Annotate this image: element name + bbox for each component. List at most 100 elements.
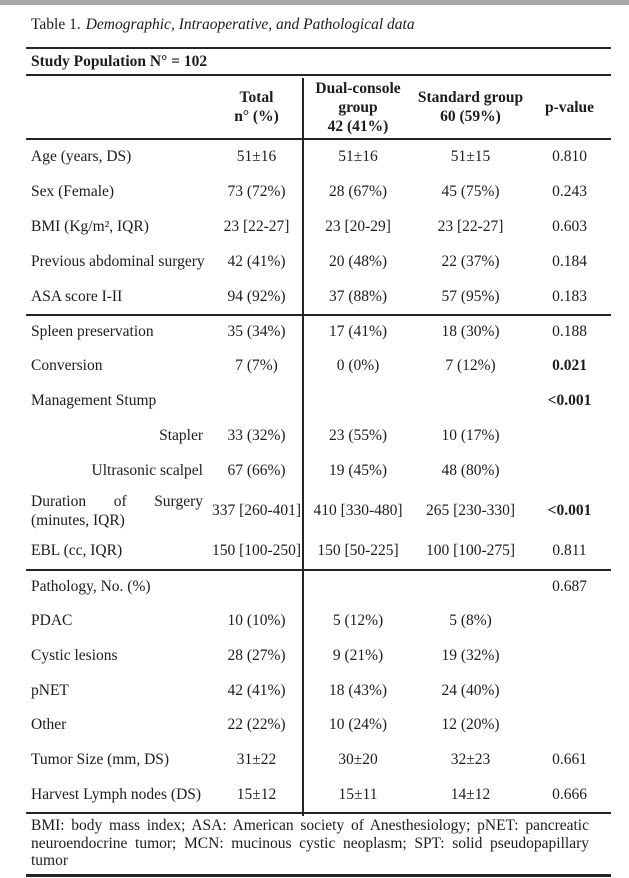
cell-pvalue: 0.687 (552, 578, 587, 596)
cell-dual: 5 (12%) (332, 611, 384, 629)
cell-dual: 9 (21%) (332, 646, 384, 664)
row-label: EBL (cc, IQR) (31, 542, 123, 560)
row-label: Ultrasonic scalpel (91, 461, 203, 479)
column-header-pvalue: p-value (544, 98, 595, 116)
cell-total: 15±12 (236, 785, 277, 803)
cell-dual: 0 (0%) (336, 357, 380, 375)
row-label: BMI (Kg/m², IQR) (31, 217, 149, 235)
cell-dual: 23 (55%) (328, 426, 388, 444)
cell-standard: 10 (17%) (441, 426, 500, 444)
cell-standard: 32±23 (450, 751, 491, 769)
table-row-harvest-lymph-nodes: Harvest Lymph nodes (DS) 15±12 15±11 14±… (26, 778, 611, 813)
cell-pvalue: <0.001 (547, 391, 592, 409)
cell-dual: 150 [50-225] (317, 542, 399, 560)
cell-standard: 7 (12%) (445, 357, 496, 375)
cell-pvalue: 0.661 (552, 751, 587, 769)
row-label: Other (31, 716, 67, 734)
cell-pvalue: 0.666 (552, 785, 587, 803)
row-label: Age (years, DS) (31, 148, 132, 166)
page-top-divider (0, 0, 629, 5)
table-row-age: Age (years, DS) 51±16 51±16 51±15 0.810 (26, 140, 611, 175)
cell-total: 42 (41%) (227, 252, 286, 270)
row-label: Conversion (31, 357, 103, 375)
cell-pvalue: 0.811 (552, 542, 587, 560)
cell-dual: 15±11 (338, 785, 378, 803)
table-row-spleen-preservation: Spleen preservation 35 (34%) 17 (41%) 18… (26, 313, 611, 349)
row-label: Management Stump (31, 391, 157, 409)
row-label-line2: (minutes, IQR) (31, 511, 125, 529)
table-row-other: Other 22 (22%) 10 (24%) 12 (20%) (26, 708, 611, 743)
cell-pvalue: 0.188 (552, 323, 587, 341)
column-divider-line (302, 78, 304, 816)
table-row-cystic-lesions: Cystic lesions 28 (27%) 9 (21%) 19 (32%) (26, 638, 611, 673)
cell-standard: 24 (40%) (441, 681, 500, 699)
table-caption: Table 1. Demographic, Intraoperative, and… (31, 16, 415, 34)
cell-dual: 18 (43%) (328, 681, 388, 699)
cell-dual: 19 (45%) (328, 461, 388, 479)
caption-label: Table 1. (31, 16, 81, 33)
column-header-dual-console: Dual-console group 42 (41%) (315, 79, 401, 135)
cell-pvalue: 0.243 (552, 183, 587, 201)
row-label: PDAC (31, 611, 73, 629)
cell-standard: 100 [100-275] (425, 542, 516, 560)
cell-total: 67 (66%) (227, 461, 286, 479)
cell-standard: 12 (20%) (441, 716, 500, 734)
cell-total: 94 (92%) (227, 287, 286, 305)
table-row-asa-score: ASA score I-II 94 (92%) 37 (88%) 57 (95%… (26, 279, 611, 314)
cell-standard: 18 (30%) (441, 323, 500, 341)
cell-pvalue: 0.183 (552, 287, 587, 305)
cell-dual: 30±20 (338, 751, 378, 769)
row-label: Spleen preservation (31, 323, 154, 341)
cell-total: 23 [22-27] (223, 217, 290, 235)
row-label: Previous abdominal surgery (31, 252, 205, 270)
cell-dual: 20 (48%) (328, 252, 388, 270)
cell-dual: 28 (67%) (328, 183, 388, 201)
cell-total: 7 (7%) (235, 357, 278, 375)
table-row-bmi: BMI (Kg/m², IQR) 23 [22-27] 23 [20-29] 2… (26, 210, 611, 245)
table-row-sex: Sex (Female) 73 (72%) 28 (67%) 45 (75%) … (26, 175, 611, 210)
cell-total: 150 [100-250] (211, 542, 302, 560)
cell-dual: 37 (88%) (328, 287, 388, 305)
table-row-management-stump: Management Stump <0.001 (26, 384, 611, 419)
table-row-duration-surgery: Duration of Surgery (minutes, IQR) 337 [… (26, 488, 611, 534)
table-row-pathology: Pathology, No. (%) 0.687 (26, 568, 611, 604)
cell-total: 73 (72%) (227, 183, 286, 201)
row-label: Harvest Lymph nodes (DS) (31, 785, 202, 803)
cell-standard: 19 (32%) (441, 646, 500, 664)
cell-pvalue: 0.021 (552, 357, 587, 375)
cell-standard: 48 (80%) (441, 461, 500, 479)
column-header-empty (26, 76, 210, 138)
cell-total: 337 [260-401] (211, 501, 302, 519)
cell-total: 33 (32%) (227, 426, 286, 444)
row-label: Tumor Size (mm, DS) (31, 751, 170, 769)
cell-pvalue: 0.603 (552, 217, 587, 235)
table-row-pnet: pNET 42 (41%) 18 (43%) 24 (40%) (26, 673, 611, 708)
table-row-previous-surgery: Previous abdominal surgery 42 (41%) 20 (… (26, 244, 611, 279)
cell-dual: 51±16 (338, 148, 378, 166)
cell-total: 35 (34%) (227, 323, 286, 341)
table-row-tumor-size: Tumor Size (mm, DS) 31±22 30±20 32±23 0.… (26, 743, 611, 778)
row-label-line1: Duration of Surgery (31, 492, 203, 510)
row-label: Duration of Surgery (minutes, IQR) (26, 492, 210, 530)
cell-total: 31±22 (236, 751, 277, 769)
table-footnote: BMI: body mass index; ASA: American soci… (26, 812, 611, 874)
column-header-total: Total n° (%) (234, 89, 279, 125)
table: Study Population N° = 102 Total n° (%) D… (26, 47, 611, 877)
table-row-pdac: PDAC 10 (10%) 5 (12%) 5 (8%) (26, 604, 611, 639)
cell-pvalue: 0.810 (552, 148, 587, 166)
row-label: Stapler (159, 426, 203, 444)
column-header-row: Total n° (%) Dual-console group 42 (41%)… (26, 76, 611, 140)
population-header: Study Population N° = 102 (26, 49, 611, 76)
caption-title: Demographic, Intraoperative, and Patholo… (85, 16, 415, 33)
cell-dual: 17 (41%) (328, 323, 388, 341)
cell-standard: 5 (8%) (449, 611, 492, 629)
cell-total: 28 (27%) (227, 646, 286, 664)
cell-dual: 410 [330-480] (313, 501, 403, 519)
cell-standard: 57 (95%) (441, 287, 500, 305)
row-label: Cystic lesions (31, 646, 118, 664)
cell-dual: 10 (24%) (328, 716, 388, 734)
table-row-ultrasonic-scalpel: Ultrasonic scalpel 67 (66%) 19 (45%) 48 … (26, 453, 611, 488)
cell-total: 22 (22%) (227, 716, 286, 734)
cell-pvalue: 0.184 (552, 252, 587, 270)
cell-standard: 23 [22-27] (437, 217, 504, 235)
